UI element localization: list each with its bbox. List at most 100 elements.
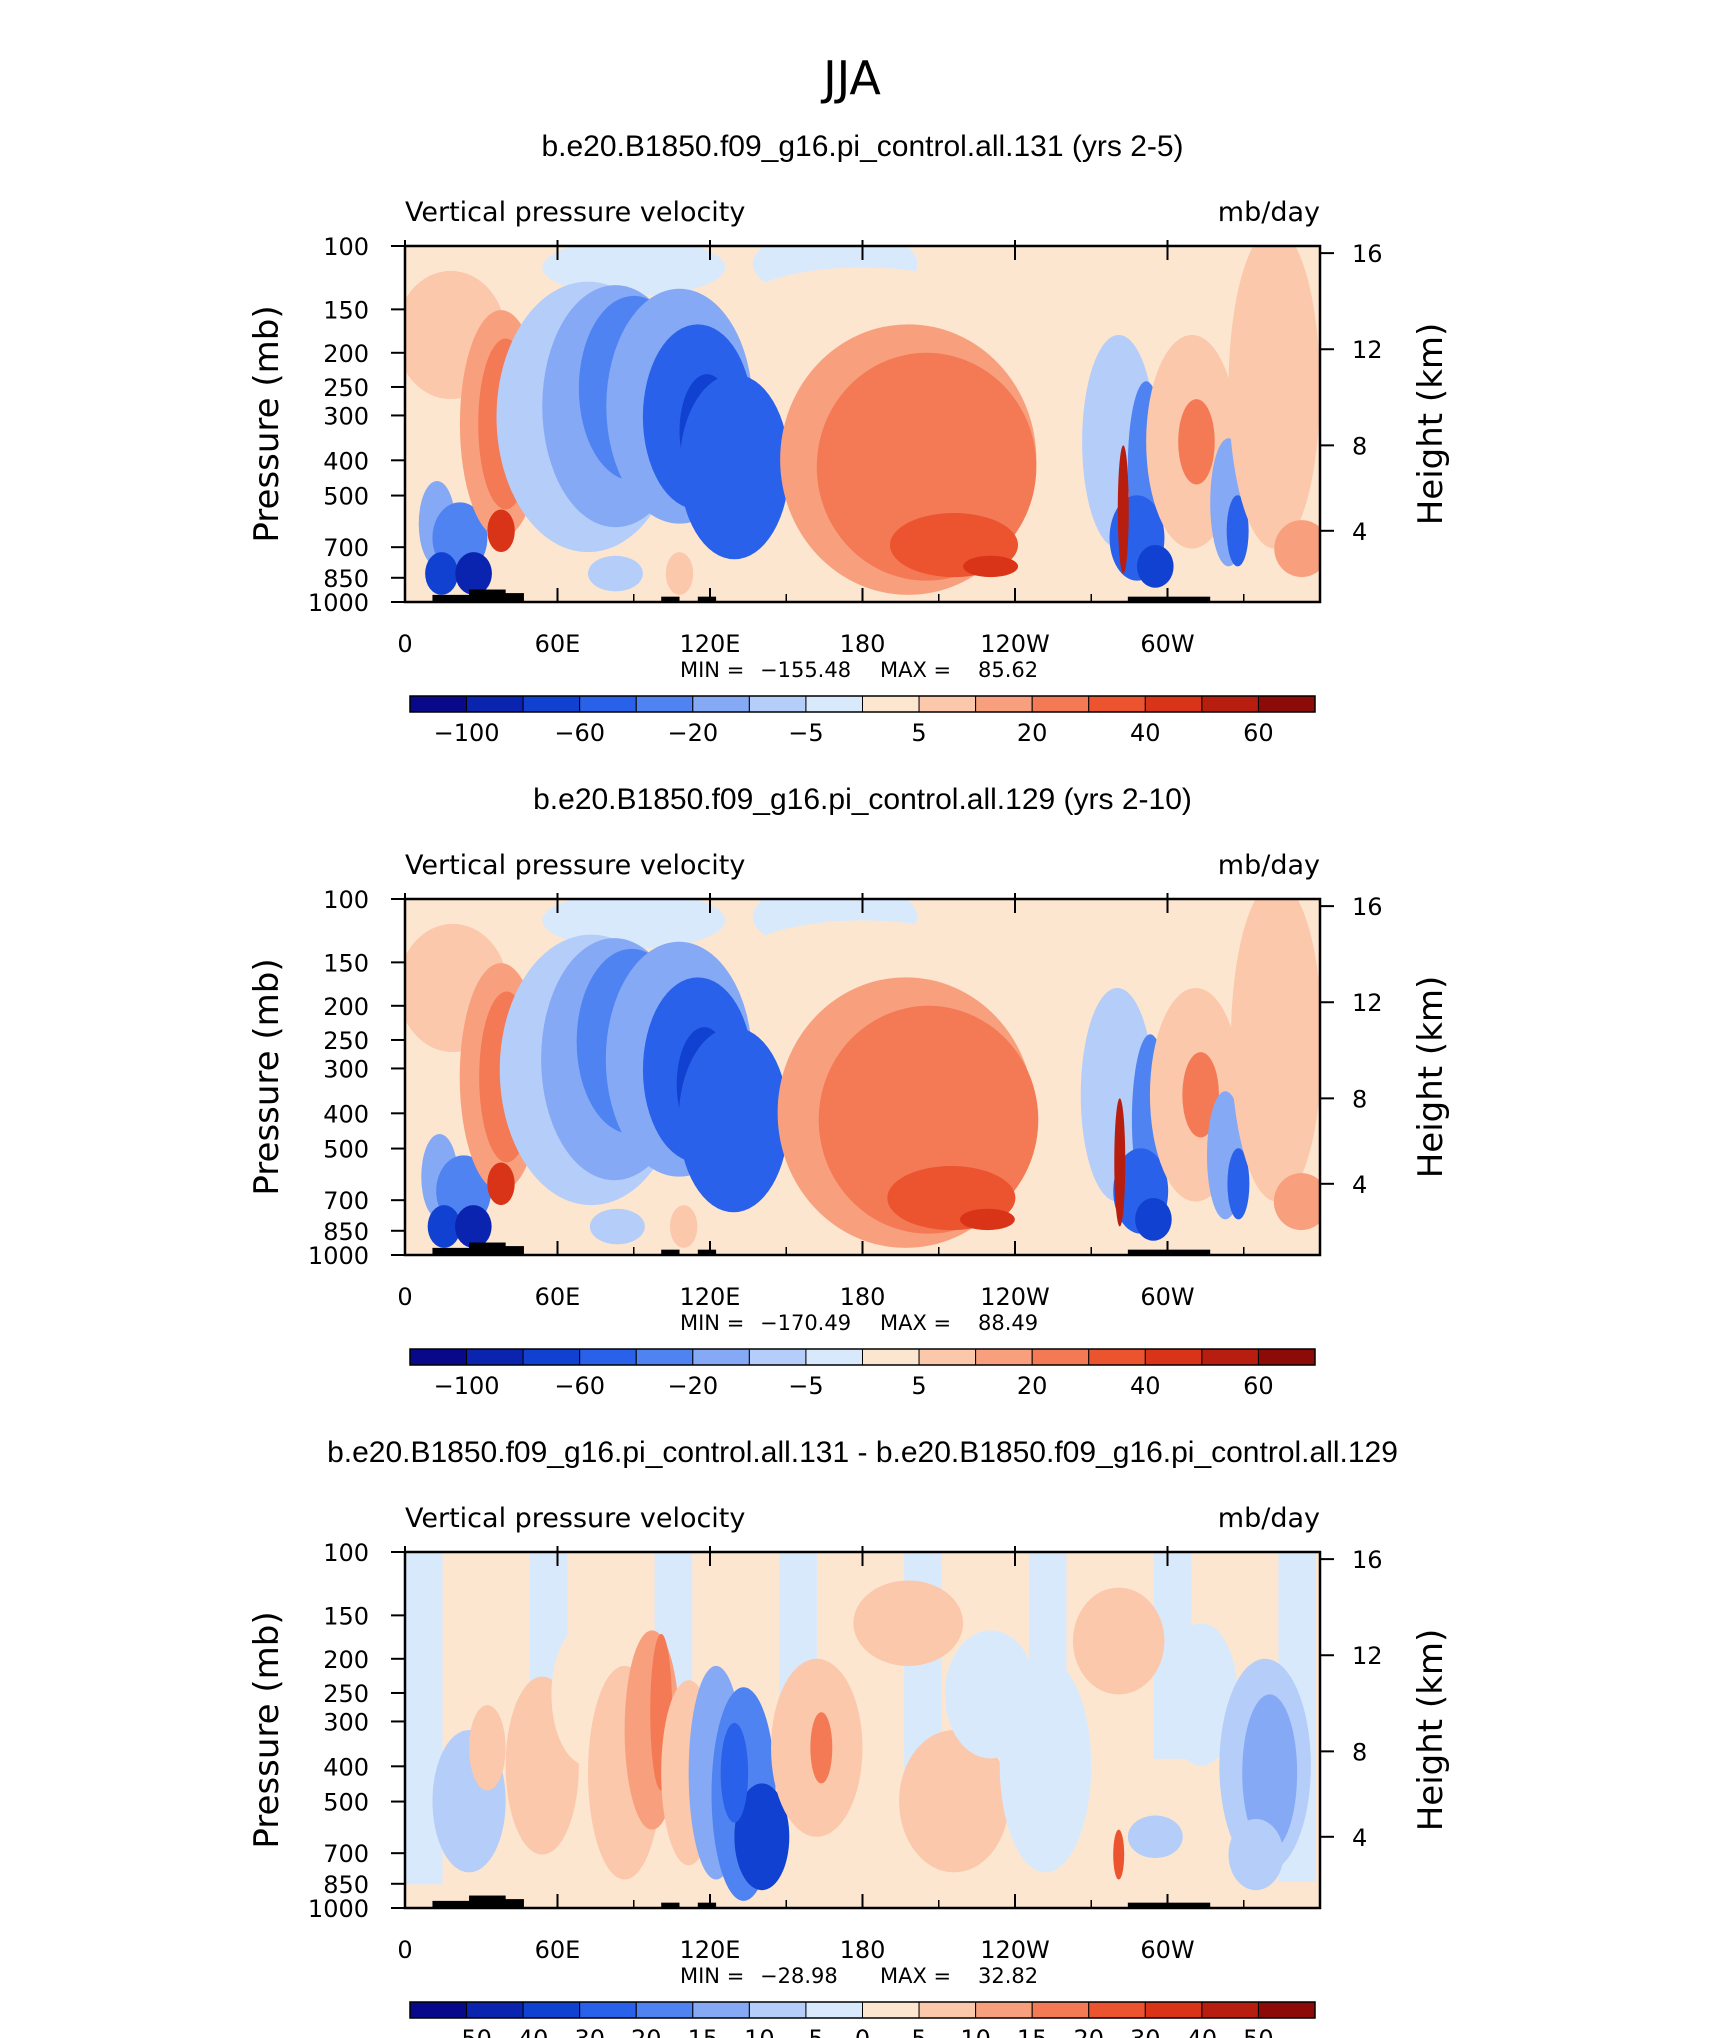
colorbar-swatch	[635, 1348, 694, 1366]
colorbar-label: 40	[1130, 1372, 1161, 1400]
colorbar-swatch	[1031, 2001, 1090, 2019]
colorbar-label: −15	[667, 2025, 718, 2038]
y-tick-label: 850	[323, 1871, 369, 1899]
topography	[432, 1247, 497, 1255]
contour-field	[405, 1552, 1320, 1908]
x-tick-label: 60E	[535, 630, 581, 658]
colorbar-swatch	[466, 2001, 524, 2019]
topography	[1127, 1249, 1211, 1255]
colorbar-swatch	[918, 695, 977, 713]
colorbar-swatch	[1257, 695, 1316, 713]
max-value: 85.62	[978, 658, 1038, 682]
contour-region	[679, 374, 790, 560]
contour-region	[963, 555, 1019, 578]
colorbar-swatch	[1201, 695, 1259, 713]
contour-region	[720, 1722, 749, 1823]
right-tick-label: 8	[1352, 1085, 1367, 1113]
y-tick-label: 100	[323, 233, 369, 261]
y-tick-label: 300	[323, 1055, 369, 1083]
colorbar-label: 15	[1017, 2025, 1048, 2038]
contour-region	[487, 509, 515, 553]
contour-region	[899, 1730, 1009, 1873]
y-tick-label: 100	[323, 1539, 369, 1567]
y-tick-label: 500	[323, 1136, 369, 1164]
topography	[1127, 596, 1211, 602]
contour-region	[427, 1205, 461, 1248]
y-axis-label: Pressure (mb)	[247, 958, 287, 1195]
topography	[496, 1246, 524, 1255]
contour-region	[588, 555, 643, 592]
max-value: 32.82	[978, 1964, 1038, 1988]
right-tick-label: 8	[1352, 432, 1367, 460]
contour-region	[669, 1205, 698, 1248]
contour-region	[1274, 520, 1320, 578]
topography	[661, 596, 680, 602]
right-axis-label: Height (km)	[1411, 323, 1451, 526]
colorbar-swatch	[975, 1348, 1033, 1366]
x-tick-label: 60W	[1140, 630, 1194, 658]
colorbar-label: −10	[724, 2025, 775, 2038]
colorbar-swatch	[918, 1348, 977, 1366]
y-tick-label: 200	[323, 340, 369, 368]
colorbar-swatch	[579, 1348, 637, 1366]
contour-region	[1228, 1819, 1284, 1891]
right-tick-label: 16	[1352, 893, 1383, 921]
colorbar-swatch	[579, 2001, 637, 2019]
panel-title: b.e20.B1850.f09_g16.pi_control.all.131 (…	[541, 130, 1183, 163]
x-tick-label: 180	[840, 630, 886, 658]
max-label: MAX =	[880, 1311, 951, 1335]
colorbar-label: 50	[1243, 2025, 1274, 2038]
left-string: Vertical pressure velocity	[405, 197, 745, 228]
contour-region	[1182, 1052, 1219, 1138]
colorbar-swatch	[805, 1348, 863, 1366]
y-axis-label: Pressure (mb)	[247, 1611, 287, 1848]
colorbar-swatch	[1031, 695, 1090, 713]
y-tick-label: 300	[323, 402, 369, 430]
y-tick-label: 1000	[308, 589, 369, 617]
y-tick-label: 700	[323, 534, 369, 562]
y-tick-label: 400	[323, 447, 369, 475]
colorbar-label: 40	[1187, 2025, 1218, 2038]
colorbar-swatch	[522, 1348, 581, 1366]
colorbar-label: 5	[911, 1372, 926, 1400]
colorbar-swatch	[1144, 1348, 1203, 1366]
colorbar-swatch	[522, 695, 581, 713]
max-label: MAX =	[880, 1964, 951, 1988]
background-stripe	[488, 1552, 526, 1710]
colorbar-label: 40	[1130, 719, 1161, 747]
colorbar-label: −100	[434, 719, 500, 747]
colorbar-label: 30	[1130, 2025, 1161, 2038]
figure-title: JJA	[820, 51, 881, 105]
colorbar-swatch	[466, 1348, 524, 1366]
colorbar-swatch	[805, 695, 863, 713]
x-tick-label: 0	[397, 630, 412, 658]
colorbar-swatch	[975, 695, 1033, 713]
topography	[697, 596, 717, 602]
y-tick-label: 250	[323, 1027, 369, 1055]
colorbar-frame	[409, 1348, 1316, 1366]
colorbar-swatch	[862, 695, 920, 713]
topography	[496, 593, 524, 602]
right-string: mb/day	[1218, 850, 1320, 881]
contour-region	[1242, 1694, 1298, 1852]
contour-region	[469, 1705, 506, 1791]
x-tick-label: 180	[840, 1283, 886, 1311]
colorbar-label: 60	[1243, 719, 1274, 747]
y-tick-label: 250	[323, 374, 369, 402]
colorbar-label: −5	[788, 1372, 823, 1400]
colorbar-label: −20	[611, 2025, 662, 2038]
contour-region	[1164, 1623, 1238, 1766]
colorbar-swatch	[409, 1348, 468, 1366]
max-label: MAX =	[880, 658, 951, 682]
y-tick-label: 850	[323, 565, 369, 593]
contour-field	[405, 899, 1320, 1255]
colorbar-swatch	[1257, 2001, 1316, 2019]
colorbar-label: 10	[960, 2025, 991, 2038]
colorbar-swatch	[635, 695, 694, 713]
colorbar-swatch	[975, 2001, 1033, 2019]
right-tick-label: 4	[1352, 518, 1367, 546]
contour-region	[1113, 1829, 1125, 1880]
panel-3: b.e20.B1850.f09_g16.pi_control.all.131 -…	[247, 1436, 1451, 2038]
contour-region	[1227, 1148, 1250, 1220]
min-value: −155.48	[760, 658, 851, 682]
